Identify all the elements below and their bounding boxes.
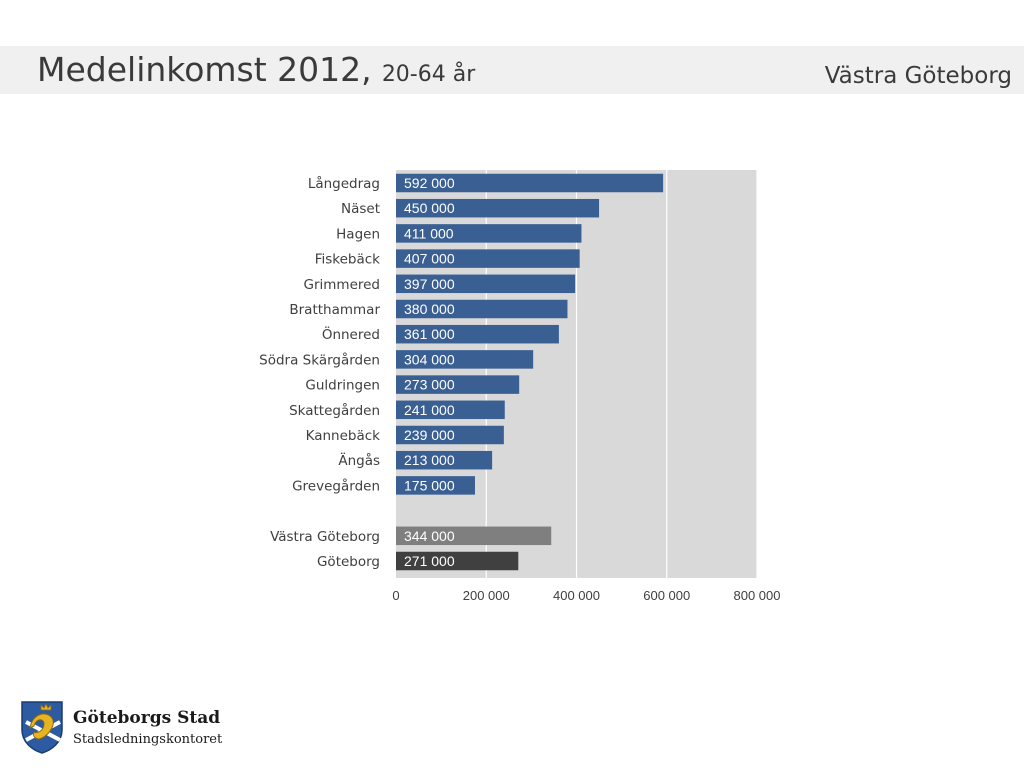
bar-value-label: 411 000: [404, 225, 454, 241]
org-name: Göteborgs Stad: [73, 708, 221, 728]
x-tick-label: 0: [392, 588, 399, 603]
title-subtitle: 20-64 år: [381, 62, 476, 87]
bar-value-label: 175 000: [404, 477, 455, 493]
category-label: Fiskebäck: [315, 252, 380, 268]
bar-value-label: 273 000: [404, 377, 455, 393]
bar: [396, 400, 505, 420]
bar: [396, 375, 520, 394]
category-label: Södra Skärgården: [259, 351, 380, 368]
bar-value-label: 397 000: [404, 276, 455, 292]
x-tick-label: 400 000: [553, 588, 600, 603]
title-band: [0, 46, 1024, 94]
title-main: Medelinkomst 2012,: [37, 50, 372, 89]
bar: [396, 249, 580, 268]
bar-value-label: 213 000: [404, 452, 455, 468]
bar: [396, 425, 504, 445]
bar: [396, 274, 576, 294]
category-label: Önnered: [322, 325, 380, 343]
category-label: Guldringen: [305, 378, 380, 394]
department-name: Stadsledningskontoret: [73, 732, 223, 747]
category-label: Bratthammar: [289, 302, 380, 318]
category-label: Grimmered: [304, 277, 381, 293]
goteborg-logo: Göteborgs Stad Stadsledningskontoret: [20, 700, 260, 756]
category-label: Ängås: [338, 451, 380, 469]
bar-value-label: 304 000: [404, 351, 455, 367]
bar: [396, 476, 475, 495]
bar-value-label: 380 000: [404, 301, 455, 317]
bar-value-label: 271 000: [404, 553, 455, 569]
x-tick-label: 600 000: [643, 588, 690, 603]
bar: [396, 173, 664, 193]
region-label: Västra Göteborg: [824, 63, 1012, 89]
bar: [396, 198, 600, 218]
bar-value-label: 592 000: [404, 175, 455, 191]
category-label: Hagen: [336, 226, 380, 242]
category-label: Göteborg: [317, 554, 380, 570]
category-label: Grevegården: [292, 477, 380, 494]
category-label: Näset: [341, 201, 380, 217]
bar: [396, 299, 568, 319]
bar: [396, 350, 534, 369]
x-tick-label: 800 000: [734, 588, 781, 603]
bar-value-label: 450 000: [404, 200, 455, 216]
category-label: Kannebäck: [306, 428, 381, 444]
bar-value-label: 344 000: [404, 528, 455, 544]
bar-value-label: 239 000: [404, 427, 455, 443]
bar: [396, 450, 493, 470]
bar: [396, 324, 559, 344]
bar: [396, 551, 519, 571]
category-label: Långedrag: [308, 175, 380, 192]
bar-value-label: 407 000: [404, 251, 455, 267]
category-label: Skattegården: [289, 402, 380, 419]
coat-of-arms-icon: [21, 701, 63, 754]
page-title: Medelinkomst 2012, 20-64 år: [37, 48, 475, 97]
bar: [396, 224, 582, 243]
bar-value-label: 241 000: [404, 402, 455, 418]
x-tick-label: 200 000: [463, 588, 510, 603]
bar-value-label: 361 000: [404, 326, 455, 342]
category-label: Västra Göteborg: [270, 529, 380, 545]
bar: [396, 526, 552, 546]
